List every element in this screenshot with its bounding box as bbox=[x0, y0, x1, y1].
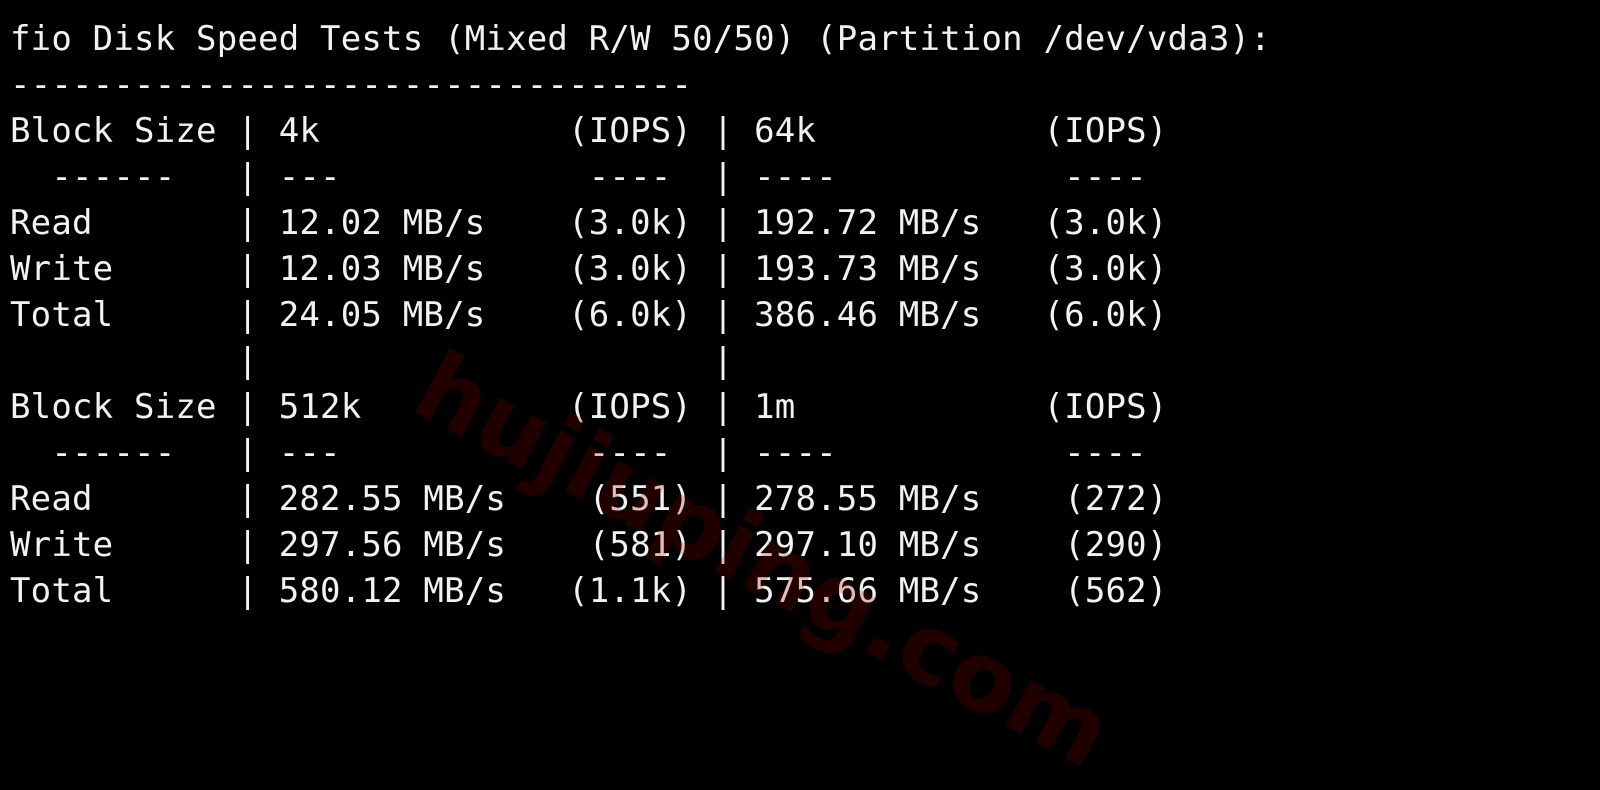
table2-total-row: Total | 580.12 MB/s (1.1k) | 575.66 MB/s… bbox=[10, 571, 1168, 611]
table2-read-row: Read | 282.55 MB/s (551) | 278.55 MB/s (… bbox=[10, 479, 1168, 519]
terminal-heading: fio Disk Speed Tests (Mixed R/W 50/50) (… bbox=[10, 19, 1271, 59]
table1-write-row: Write | 12.03 MB/s (3.0k) | 193.73 MB/s … bbox=[10, 249, 1168, 289]
table2-header-row: Block Size | 512k (IOPS) | 1m (IOPS) bbox=[10, 387, 1168, 427]
table-spacer-row: | | bbox=[10, 341, 734, 381]
heading-divider: --------------------------------- bbox=[10, 65, 693, 105]
table1-separator-row: ------ | --- ---- | ---- ---- bbox=[10, 157, 1147, 197]
table2-write-row: Write | 297.56 MB/s (581) | 297.10 MB/s … bbox=[10, 525, 1168, 565]
table1-total-row: Total | 24.05 MB/s (6.0k) | 386.46 MB/s … bbox=[10, 295, 1168, 335]
table2-separator-row: ------ | --- ---- | ---- ---- bbox=[10, 433, 1147, 473]
terminal-output: fio Disk Speed Tests (Mixed R/W 50/50) (… bbox=[10, 16, 1590, 636]
table1-header-row: Block Size | 4k (IOPS) | 64k (IOPS) bbox=[10, 111, 1168, 151]
table1-read-row: Read | 12.02 MB/s (3.0k) | 192.72 MB/s (… bbox=[10, 203, 1168, 243]
